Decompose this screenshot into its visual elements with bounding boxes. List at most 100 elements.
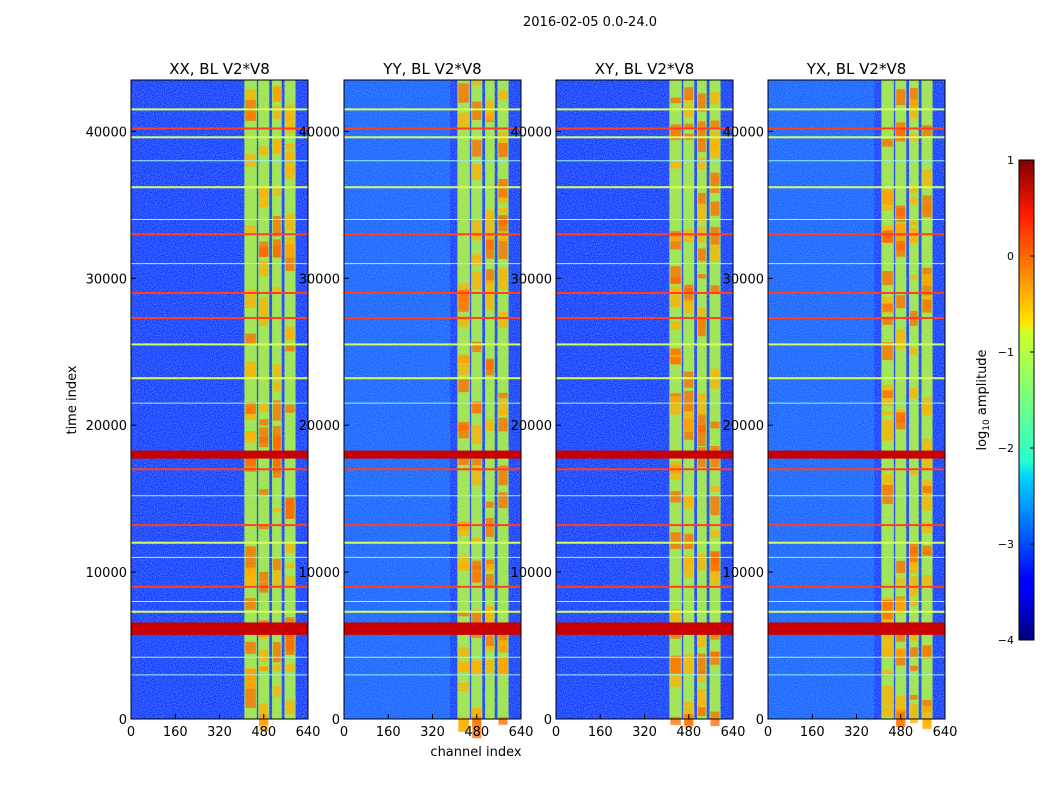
x-tick-label: 0	[552, 725, 560, 740]
band-patch	[486, 605, 494, 612]
band-patch	[684, 415, 694, 433]
flagged-time-row	[556, 186, 733, 189]
band-patch	[896, 329, 906, 349]
band-patch	[285, 104, 295, 120]
flagged-time-row	[344, 468, 521, 471]
y-tick-label: 20000	[723, 419, 764, 434]
y-tick-label: 30000	[299, 272, 340, 287]
band-patch	[273, 86, 281, 102]
flagged-time-row	[131, 343, 308, 346]
band-patch	[245, 546, 256, 565]
flagged-time-row	[768, 468, 945, 471]
band-patch	[670, 277, 681, 284]
band-patch	[684, 299, 694, 314]
band-patch	[273, 558, 281, 571]
band-patch	[259, 320, 269, 326]
x-tick-label: 0	[764, 725, 772, 740]
flagged-time-row	[131, 127, 308, 130]
band-patch	[910, 600, 918, 606]
x-tick-label: 0	[127, 725, 135, 740]
band-patch	[698, 248, 706, 262]
band-patch	[486, 612, 494, 621]
band-patch	[472, 271, 482, 289]
band-patch	[698, 707, 706, 716]
band-patch	[498, 90, 508, 100]
band-patch	[670, 675, 681, 687]
channel-band	[471, 80, 483, 719]
band-patch	[896, 205, 906, 217]
band-patch	[710, 563, 720, 585]
band-patch	[245, 687, 256, 708]
x-axis-label: channel index	[430, 745, 521, 760]
band-patch	[472, 610, 482, 629]
flagged-time-row	[768, 626, 945, 635]
flagged-time-row	[131, 626, 308, 635]
colorbar-tick-label: −2	[998, 442, 1014, 455]
colorbar: log10 amplitude −4 −3 −2 −1 0 1	[975, 154, 1035, 647]
flagged-time-row	[131, 610, 308, 613]
band-patch	[698, 274, 706, 279]
band-patch	[882, 419, 893, 441]
panel-title: XY, BL V2*V8	[595, 60, 695, 78]
band-patch	[710, 551, 720, 572]
x-tick-label: 640	[296, 725, 321, 740]
band-patch	[472, 80, 482, 86]
flagged-time-row	[556, 292, 733, 294]
band-patch	[486, 642, 494, 652]
flagged-time-row	[344, 450, 521, 459]
band-patch	[259, 666, 269, 672]
band-patch	[698, 553, 706, 571]
band-patch	[472, 163, 482, 180]
band-patch	[486, 239, 494, 259]
band-patch	[882, 670, 893, 677]
band-patch	[896, 222, 906, 244]
band-patch	[922, 453, 932, 471]
flagged-time-row	[131, 524, 308, 527]
colorbar-tick-label: 0	[1007, 250, 1014, 263]
band-patch	[285, 152, 295, 174]
band-patch	[670, 321, 681, 330]
y-tick-label: 40000	[511, 125, 552, 140]
band-patch	[472, 661, 482, 675]
band-patch	[245, 333, 256, 345]
band-patch	[458, 425, 469, 439]
channel-band	[485, 80, 495, 719]
flagged-time-row	[768, 450, 945, 459]
flagged-time-row	[344, 316, 521, 319]
band-patch	[472, 220, 482, 238]
band-patch	[910, 546, 918, 555]
band-patch	[684, 533, 694, 549]
band-patch	[259, 188, 269, 208]
band-patch	[910, 347, 918, 355]
band-patch	[486, 635, 494, 646]
flagged-time-row	[344, 626, 521, 635]
flagged-time-row	[556, 136, 733, 139]
band-patch	[670, 716, 681, 725]
figure-suptitle: 2016-02-05 0.0-24.0	[523, 15, 657, 30]
band-patch	[285, 143, 295, 150]
band-patch	[472, 255, 482, 266]
band-patch	[273, 105, 281, 120]
x-tick-label: 320	[632, 725, 657, 740]
band-patch	[684, 390, 694, 412]
band-patch	[922, 299, 932, 313]
panel-title: XX, BL V2*V8	[169, 60, 270, 78]
band-patch	[910, 220, 918, 226]
band-patch	[698, 671, 706, 676]
band-patch	[486, 517, 494, 537]
band-patch	[922, 545, 932, 555]
flagged-time-row	[344, 377, 521, 380]
x-tick-label: 320	[207, 725, 232, 740]
band-patch	[285, 166, 295, 179]
flagged-time-row	[131, 468, 308, 471]
x-tick-label: 160	[376, 725, 401, 740]
band-patch	[285, 237, 295, 258]
band-patch	[458, 455, 469, 466]
band-patch	[273, 507, 281, 513]
band-patch	[698, 629, 706, 648]
band-patch	[882, 484, 893, 504]
band-patch	[458, 378, 469, 393]
panel-2: YY, BL V2*V8 0 160 320 480 640 0 10000 20000 3000…	[299, 60, 534, 740]
band-patch	[710, 226, 720, 245]
flagged-time-row	[768, 524, 945, 527]
